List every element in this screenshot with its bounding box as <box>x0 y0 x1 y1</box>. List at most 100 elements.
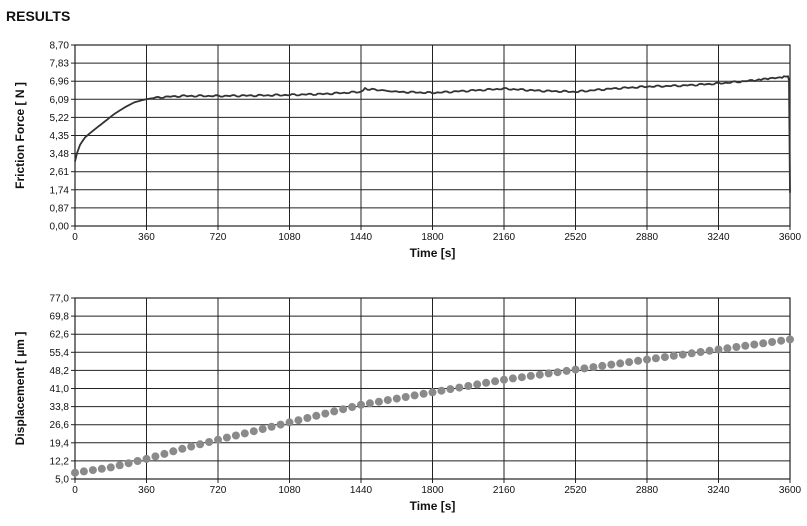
y-tick-label: 55,4 <box>50 348 70 359</box>
data-point <box>321 409 330 418</box>
plot-frame <box>74 297 791 480</box>
data-point <box>526 371 535 380</box>
y-tick-label: 2,61 <box>50 167 70 178</box>
data-point <box>222 433 231 442</box>
data-point <box>750 340 759 349</box>
data-point <box>678 350 687 359</box>
data-point <box>401 393 410 401</box>
data-point <box>696 348 705 356</box>
y-axis-label: Displacement [ µm ] <box>13 332 27 446</box>
data-point <box>669 351 678 360</box>
data-point <box>705 346 714 355</box>
y-tick-label: 7,83 <box>50 59 70 70</box>
data-point <box>768 338 777 346</box>
x-tick-label: 3240 <box>707 232 730 243</box>
data-point <box>348 403 357 411</box>
data-point <box>634 356 643 365</box>
data-point <box>589 363 598 372</box>
x-axis-label: Time [s] <box>410 246 456 260</box>
data-point <box>392 394 401 403</box>
data-point <box>571 365 580 374</box>
x-tick-label: 1440 <box>350 485 373 496</box>
data-point <box>357 400 365 409</box>
data-point <box>535 370 544 379</box>
series-markers <box>71 335 794 477</box>
data-point <box>71 468 79 477</box>
data-point <box>660 353 669 362</box>
data-point <box>231 431 240 440</box>
y-tick-label: 62,6 <box>50 330 70 341</box>
y-tick-label: 4,35 <box>50 131 70 142</box>
data-point <box>88 466 97 475</box>
y-tick-label: 41,0 <box>50 384 70 395</box>
y-tick-label: 8,70 <box>50 41 70 52</box>
x-tick-label: 2160 <box>493 232 516 243</box>
data-point <box>482 378 491 387</box>
x-tick-label: 2520 <box>564 232 587 243</box>
data-point <box>651 354 660 363</box>
chart-1: 0 360 720 1080 1440 1800 2160 2520 2880 3240 3600 0… <box>13 41 802 261</box>
x-tick-label: 2160 <box>493 485 516 496</box>
data-point <box>491 377 500 386</box>
x-tick-label: 360 <box>138 485 155 496</box>
x-tick-label: 3600 <box>779 485 802 496</box>
y-tick-label: 5,0 <box>55 475 69 486</box>
y-tick-label: 19,4 <box>50 438 70 449</box>
data-point <box>383 396 392 405</box>
data-point <box>643 355 651 364</box>
data-point <box>607 360 616 369</box>
data-point <box>625 358 634 367</box>
x-tick-label: 3600 <box>779 232 802 243</box>
data-point <box>267 422 276 431</box>
y-tick-label: 5,22 <box>50 113 70 124</box>
y-tick-label: 3,48 <box>50 149 70 160</box>
data-point <box>276 420 285 429</box>
chart-2: 0 360 720 1080 1440 1800 2160 2520 2880 3240 3600 5… <box>13 294 802 514</box>
y-tick-label: 33,8 <box>50 402 70 413</box>
x-tick-label: 1800 <box>421 232 444 243</box>
data-point <box>500 375 508 384</box>
y-tick-label: 77,0 <box>50 294 70 305</box>
data-point <box>214 435 222 444</box>
data-point <box>169 447 178 456</box>
data-point <box>723 344 732 353</box>
y-axis-label: Friction Force [ N ] <box>13 82 27 189</box>
data-point <box>285 418 294 427</box>
data-point <box>240 429 249 438</box>
data-point <box>178 444 187 453</box>
data-point <box>741 341 750 350</box>
data-point <box>258 425 267 433</box>
x-tick-label: 2520 <box>564 485 587 496</box>
data-point <box>437 386 446 395</box>
y-tick-label: 6,09 <box>50 95 70 106</box>
data-point <box>446 385 455 394</box>
data-point <box>79 467 88 476</box>
data-point <box>580 364 589 373</box>
data-point <box>598 361 607 370</box>
data-point <box>553 368 562 377</box>
data-point <box>464 382 473 390</box>
x-tick-label: 1440 <box>350 232 373 243</box>
x-axis-label: Time [s] <box>410 499 456 513</box>
data-point <box>205 438 214 446</box>
x-tick-label: 360 <box>138 232 155 243</box>
data-point <box>115 461 124 470</box>
data-point <box>544 369 553 378</box>
y-tick-label: 0,87 <box>50 203 70 214</box>
data-point <box>777 336 786 345</box>
data-point <box>428 388 437 397</box>
y-tick-label: 1,74 <box>50 185 70 196</box>
y-tick-label: 26,6 <box>50 420 70 431</box>
x-tick-label: 720 <box>210 485 227 496</box>
data-point <box>732 343 741 351</box>
y-tick-label: 6,96 <box>50 77 70 88</box>
y-tick-label: 48,2 <box>50 366 70 377</box>
x-tick-label: 2880 <box>636 485 659 496</box>
data-point <box>508 374 517 383</box>
x-tick-label: 0 <box>72 485 78 496</box>
data-point <box>786 335 794 344</box>
data-point <box>142 454 151 463</box>
data-point <box>419 389 428 398</box>
data-point <box>616 359 625 368</box>
